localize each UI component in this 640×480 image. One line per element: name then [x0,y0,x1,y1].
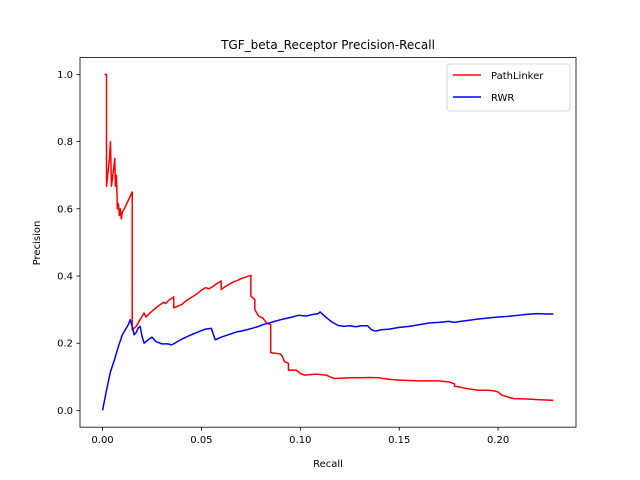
series-layer [101,73,554,411]
x-tick-label: 0.15 [388,435,410,446]
y-tick-label: 1.0 [57,70,73,81]
legend-label-rwr: RWR [491,93,514,104]
y-axis-label: Precision [32,221,43,266]
legend: PathLinker RWR [446,63,571,112]
y-tick-label: 0.4 [57,272,73,283]
x-axis-label: Recall [313,459,343,470]
y-tick-label: 0.6 [57,204,73,215]
y-tick-label: 0.2 [57,339,73,350]
y-tick-label: 0.0 [57,406,73,417]
chart-title: TGF_beta_Receptor Precision-Recall [220,38,435,52]
series-line-pathlinker [104,73,554,402]
plot-area-frame [79,57,577,428]
y-axis-ticks: 0.0 0.2 0.4 0.6 0.8 1.0 [57,70,80,417]
x-tick-label: 0.00 [91,435,113,446]
x-tick-label: 0.10 [289,435,311,446]
x-tick-label: 0.05 [190,435,212,446]
series-line-rwr [101,311,554,411]
x-tick-label: 0.20 [487,435,509,446]
y-tick-label: 0.8 [57,137,73,148]
x-axis-ticks: 0.00 0.05 0.10 0.15 0.20 [91,427,509,446]
legend-label-pathlinker: PathLinker [491,71,544,82]
